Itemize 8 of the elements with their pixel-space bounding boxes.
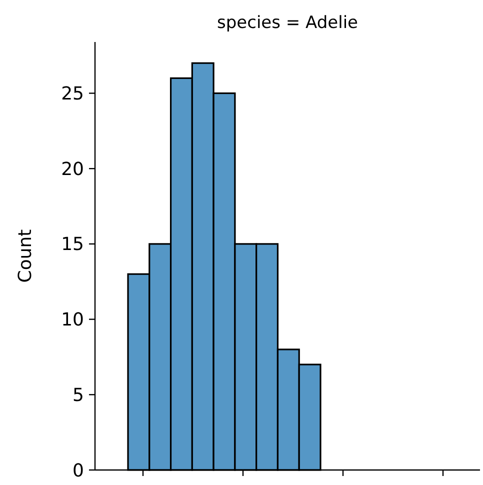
y-axis-title: Count bbox=[15, 229, 36, 283]
y-tick-label: 20 bbox=[61, 158, 84, 180]
y-tick-label: 10 bbox=[61, 310, 84, 331]
chart-title: species = Adelie bbox=[216, 13, 358, 33]
y-tick-label: 25 bbox=[61, 84, 84, 105]
y-tick-label: 5 bbox=[72, 384, 84, 406]
y-tick-label: 0 bbox=[72, 460, 84, 482]
y-tick-label: 15 bbox=[61, 234, 84, 256]
